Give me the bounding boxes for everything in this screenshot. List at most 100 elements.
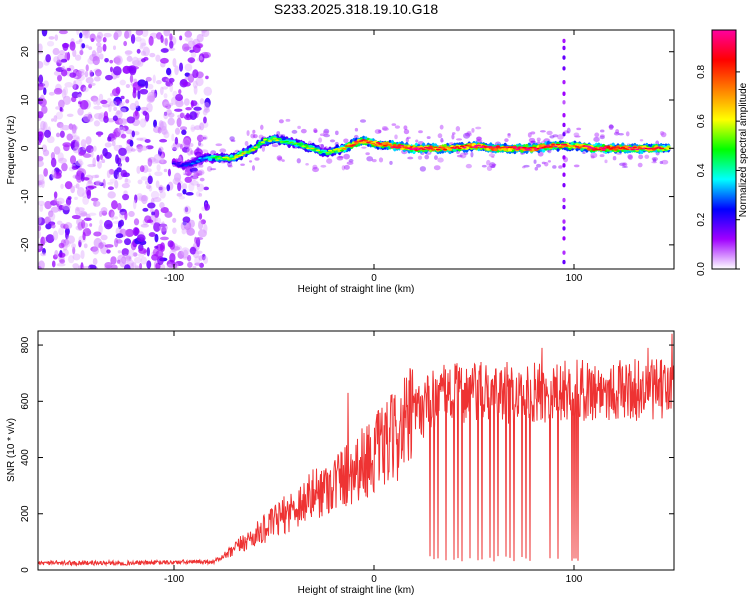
track-halo-blob (403, 129, 410, 135)
track-segment (373, 144, 378, 146)
noise-blob (195, 237, 204, 241)
noise-blob (203, 116, 207, 124)
track-halo-blob (240, 163, 245, 166)
noise-blob (165, 103, 172, 110)
noise-blob (75, 183, 80, 189)
noise-blob (126, 116, 135, 124)
x-tick-label: 0 (371, 273, 377, 284)
track-segment (193, 162, 198, 164)
noise-blob (161, 125, 168, 135)
noise-blob (93, 231, 102, 237)
colorbar-label: Normalized spectral amplitude (738, 82, 749, 217)
track-halo-blob (651, 156, 658, 162)
track-segment (267, 140, 273, 142)
track-segment (435, 148, 441, 151)
track-halo-blob (465, 132, 472, 137)
noise-blob (99, 154, 104, 160)
noise-blob (80, 212, 88, 217)
noise-blob (137, 179, 143, 185)
noise-blob (53, 115, 58, 123)
noise-blob (56, 201, 63, 205)
noise-blob (78, 239, 82, 248)
track-halo-blob (418, 130, 423, 134)
track-halo-blob (210, 168, 217, 171)
noise-blob (59, 123, 64, 131)
track-halo-blob (552, 134, 559, 138)
noise-blob (38, 174, 45, 182)
noise-blob (155, 79, 162, 85)
noise-blob (180, 112, 186, 118)
track-segment (522, 146, 527, 149)
noise-blob (172, 57, 177, 68)
track-segment (608, 148, 613, 150)
noise-blob (202, 108, 208, 116)
noise-blob (72, 83, 79, 90)
track-segment (515, 148, 520, 150)
track-segment (512, 146, 517, 148)
noise-blob (39, 98, 47, 107)
track-halo-blob (521, 166, 526, 169)
noise-blob (64, 222, 73, 230)
track-halo-blob (251, 165, 256, 171)
track-halo-blob (558, 165, 563, 169)
noise-blob (41, 30, 48, 37)
noise-blob (140, 50, 147, 56)
track-segment (596, 148, 601, 151)
noise-blob (52, 230, 59, 241)
track-segment (275, 139, 280, 141)
noise-blob (119, 219, 125, 227)
noise-blob (136, 48, 141, 54)
noise-blob (158, 159, 167, 165)
noise-blob (163, 111, 168, 117)
noise-blob (82, 153, 92, 158)
noise-blob (145, 145, 154, 150)
noise-blob (134, 194, 138, 204)
track-halo-blob (563, 156, 569, 163)
noise-blob (144, 180, 149, 185)
spectrogram-signal-track (171, 118, 671, 182)
noise-blob (174, 65, 179, 76)
track-halo-blob (613, 131, 620, 136)
noise-blob (196, 183, 200, 188)
stripe-blob (562, 113, 566, 118)
noise-blob (203, 52, 211, 59)
noise-blob (53, 146, 61, 155)
track-halo-blob (488, 153, 496, 157)
track-segment (467, 145, 472, 147)
noise-blob (179, 35, 183, 41)
track-segment (577, 147, 582, 149)
noise-blob (114, 216, 119, 220)
noise-blob (196, 33, 204, 43)
track-halo-blob (455, 126, 461, 132)
track-segment (433, 146, 438, 149)
track-halo-blob (437, 133, 443, 139)
noise-blob (69, 72, 77, 78)
stripe-blob (562, 132, 566, 137)
y-tick-label: 600 (20, 393, 31, 410)
noise-blob (90, 197, 99, 202)
track-halo-blob (319, 133, 325, 137)
stripe-blob (562, 163, 566, 168)
noise-blob (74, 140, 80, 150)
noise-blob (181, 221, 188, 226)
noise-blob (132, 87, 137, 94)
noise-blob (185, 192, 194, 196)
noise-blob (160, 34, 164, 44)
track-halo-blob (335, 130, 339, 136)
track-halo-blob (491, 155, 495, 159)
noise-blob (125, 228, 135, 238)
track-halo-blob (659, 130, 665, 136)
noise-blob (66, 235, 75, 244)
track-halo-blob (463, 152, 469, 155)
track-halo-blob (476, 136, 483, 141)
noise-blob (184, 76, 191, 81)
noise-blob (198, 255, 204, 261)
track-segment (327, 149, 333, 152)
noise-blob (69, 41, 76, 51)
noise-blob (172, 217, 177, 223)
track-halo-blob (433, 165, 441, 171)
stripe-blob (562, 236, 566, 241)
noise-blob (70, 139, 80, 150)
noise-blob (83, 243, 88, 249)
noise-blob (43, 87, 47, 96)
